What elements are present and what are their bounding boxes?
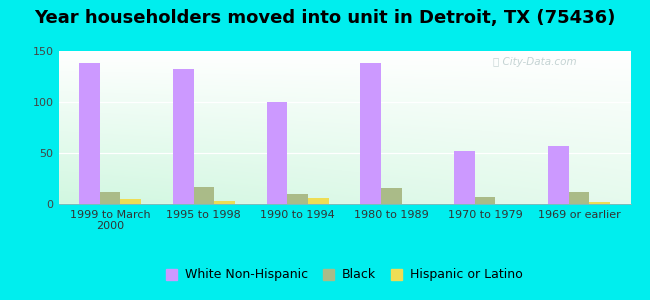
Bar — [569, 192, 590, 204]
Bar — [79, 63, 99, 204]
Bar — [590, 202, 610, 204]
Bar — [266, 102, 287, 204]
Bar — [308, 198, 328, 204]
Bar — [120, 199, 141, 204]
Bar — [214, 201, 235, 204]
Bar — [287, 194, 308, 204]
Text: ⓘ City-Data.com: ⓘ City-Data.com — [493, 57, 577, 67]
Bar — [173, 69, 194, 204]
Bar — [454, 151, 475, 204]
Bar — [361, 63, 381, 204]
Bar — [475, 197, 495, 204]
Bar — [194, 187, 214, 204]
Bar — [99, 192, 120, 204]
Text: Year householders moved into unit in Detroit, TX (75436): Year householders moved into unit in Det… — [34, 9, 616, 27]
Bar — [548, 146, 569, 204]
Bar — [381, 188, 402, 204]
Legend: White Non-Hispanic, Black, Hispanic or Latino: White Non-Hispanic, Black, Hispanic or L… — [161, 263, 528, 286]
